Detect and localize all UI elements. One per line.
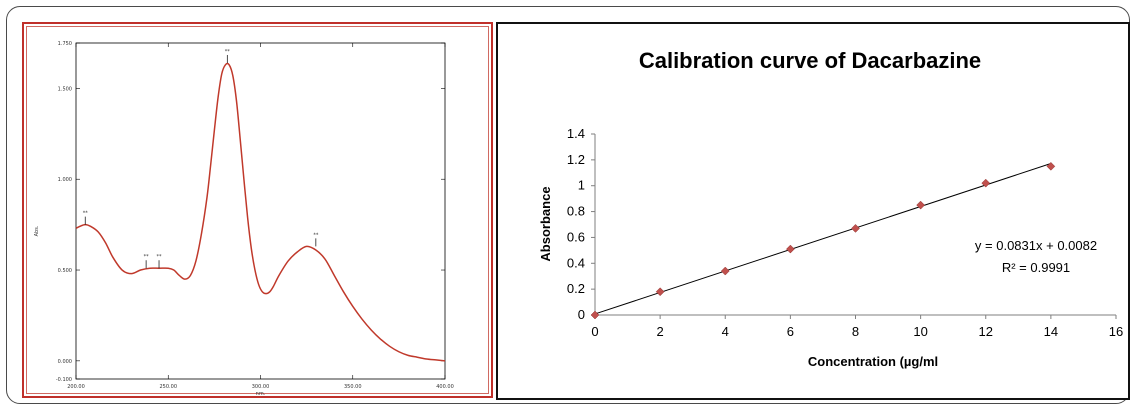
calibration-r-squared-label: R² = 0.9991 [1002,260,1070,275]
calibration-x-tick-label: 16 [1109,324,1123,339]
spectrum-peak-label: ** [144,254,150,260]
spectrum-x-tick-label: 400.00 [436,384,454,390]
spectrum-y-tick-label: 0.000 [58,359,72,365]
spectrum-peak-label: ** [225,49,231,55]
calibration-y-tick-label: 1.2 [567,152,585,167]
calibration-data-point [786,244,795,254]
spectrum-plot-area [75,42,446,380]
spectrum-y-tick-label: 0.500 [58,268,72,274]
calibration-y-tick-label: 0.4 [567,255,585,270]
spectrum-x-tick-label: 350.00 [344,384,362,390]
calibration-y-tick-label: 0.6 [567,229,585,244]
calibration-chart: Calibration curve of Dacarbazine 0 0.2 0.4 0… [538,48,1123,369]
calibration-data-point [1046,161,1056,171]
spectrum-x-tick-label: 250.00 [160,384,178,390]
spectrum-y-tick-label: -0.100 [56,377,72,383]
calibration-data-point [655,287,665,297]
calibration-x-tick-label: 12 [979,324,993,339]
calibration-y-tick-label: 1.4 [567,126,585,141]
calibration-data-point [851,224,860,233]
spectrum-x-tick-label: 200.00 [67,384,85,390]
calibration-x-tick-label: 6 [787,324,794,339]
calibration-x-tick-label: 0 [591,324,598,339]
calibration-y-tick-label: 0.2 [567,281,585,296]
calibration-data-point [916,200,925,210]
calibration-chart-title: Calibration curve of Dacarbazine [639,48,981,73]
calibration-panel: Calibration curve of Dacarbazine 0 0.2 0.4 0… [496,22,1130,400]
calibration-x-tick-label: 4 [722,324,729,339]
calibration-x-tick-label: 8 [852,324,859,339]
calibration-trendline [594,163,1052,315]
spectrum-line [75,62,446,362]
spectrum-panel-border [26,26,489,394]
spectrum-peak-label: ** [157,254,163,260]
calibration-data-point [590,310,600,320]
calibration-x-axis-label: Concentration (µg/ml [808,354,938,369]
calibration-y-tick-label: 0 [578,307,585,322]
calibration-y-tick-label: 0.8 [567,204,585,219]
spectrum-chart: 200.00 250.00 300.00 350.00 400.00 -0.100 0.00… [34,41,454,396]
spectrum-x-axis-label: nm. [256,391,266,396]
spectrum-y-tick-label: 1.000 [58,177,72,183]
spectrum-y-axis-label: Abs. [34,225,40,236]
spectrum-peak-label: ** [313,232,319,238]
spectrum-x-tick-label: 300.00 [252,384,270,390]
calibration-equation-label: y = 0.0831x + 0.0082 [975,238,1097,253]
calibration-data-point [720,266,730,276]
spectrum-y-tick-label: 1.750 [58,41,72,47]
calibration-x-tick-label: 14 [1044,324,1058,339]
spectrum-y-tick-label: 1.500 [58,86,72,92]
calibration-x-tick-label: 10 [913,324,927,339]
spectrum-panel: 200.00 250.00 300.00 350.00 400.00 -0.100 0.00… [22,22,493,398]
calibration-x-tick-label: 2 [657,324,664,339]
calibration-y-tick-label: 1 [578,178,585,193]
calibration-data-point [981,178,991,188]
calibration-y-axis-label: Absorbance [538,186,553,261]
spectrum-peak-label: ** [83,211,89,217]
